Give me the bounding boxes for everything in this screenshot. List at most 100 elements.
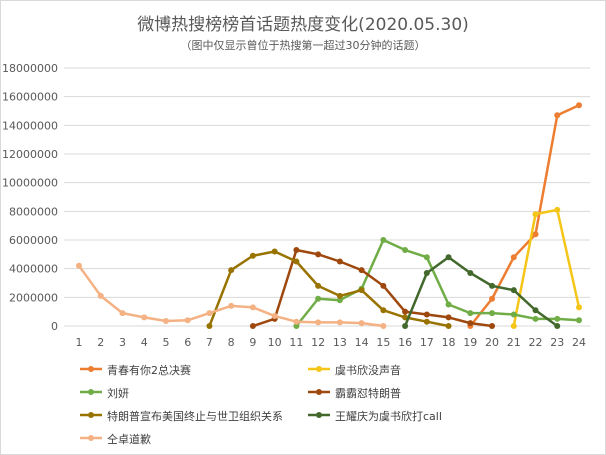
data-point bbox=[489, 310, 496, 317]
data-point bbox=[336, 297, 343, 304]
legend-label: 青春有你2总决赛 bbox=[107, 364, 191, 377]
data-point bbox=[532, 315, 539, 322]
x-tick-label: 6 bbox=[184, 336, 191, 349]
data-point bbox=[315, 251, 322, 258]
data-point bbox=[445, 254, 452, 261]
data-point bbox=[336, 319, 343, 326]
data-point bbox=[467, 269, 474, 276]
data-point bbox=[402, 323, 409, 329]
data-point bbox=[423, 269, 430, 276]
legend-swatch bbox=[80, 366, 102, 372]
x-tick-label: 2 bbox=[97, 336, 104, 349]
chart-subtitle: （图中仅显示曾位于热搜第一超过30分钟的话题） bbox=[180, 39, 426, 52]
data-point bbox=[293, 318, 300, 325]
data-point bbox=[380, 237, 387, 243]
data-point bbox=[141, 314, 148, 321]
x-tick-label: 22 bbox=[529, 336, 543, 349]
data-point bbox=[510, 311, 517, 318]
x-tick-label: 24 bbox=[572, 336, 586, 349]
data-point bbox=[249, 323, 256, 329]
data-point bbox=[162, 317, 169, 324]
data-point bbox=[576, 304, 582, 311]
data-point bbox=[249, 252, 256, 259]
data-point bbox=[293, 258, 300, 265]
data-point bbox=[423, 311, 430, 318]
data-point bbox=[315, 295, 322, 302]
x-tick-label: 4 bbox=[141, 336, 148, 349]
series-line-2 bbox=[295, 238, 580, 327]
data-point bbox=[576, 102, 582, 109]
y-tick-label: 0 bbox=[51, 320, 58, 333]
data-point bbox=[206, 310, 213, 317]
legend-swatch bbox=[308, 389, 330, 395]
x-tick-label: 14 bbox=[355, 336, 369, 349]
y-tick-label: 4000000 bbox=[9, 263, 58, 276]
data-point bbox=[271, 312, 278, 319]
series-line-4 bbox=[208, 250, 449, 328]
y-tick-label: 6000000 bbox=[9, 234, 58, 247]
y-tick-label: 2000000 bbox=[9, 291, 58, 304]
data-point bbox=[532, 211, 539, 218]
x-tick-label: 15 bbox=[376, 336, 390, 349]
x-tick-label: 12 bbox=[311, 336, 325, 349]
x-tick-label: 16 bbox=[398, 336, 412, 349]
legend-swatch bbox=[308, 412, 330, 418]
series-line-3 bbox=[252, 248, 493, 328]
data-point bbox=[380, 307, 387, 314]
data-point bbox=[228, 302, 235, 309]
y-tick-label: 10000000 bbox=[2, 177, 58, 190]
legend-label: 霸霸怼特朗普 bbox=[335, 387, 401, 400]
y-tick-label: 16000000 bbox=[2, 91, 58, 104]
y-tick-label: 14000000 bbox=[2, 119, 58, 132]
data-point bbox=[467, 320, 474, 327]
legend-swatch bbox=[308, 366, 330, 372]
data-point bbox=[271, 248, 278, 255]
data-point bbox=[445, 301, 452, 308]
data-point bbox=[97, 292, 104, 299]
data-point bbox=[315, 282, 322, 289]
x-tick-label: 9 bbox=[249, 336, 256, 349]
data-point bbox=[228, 267, 235, 274]
data-point bbox=[554, 206, 561, 213]
data-point bbox=[76, 262, 82, 269]
data-point bbox=[576, 317, 582, 324]
data-point bbox=[119, 310, 126, 317]
data-point bbox=[206, 323, 213, 329]
legend-label: 虞书欣没声音 bbox=[335, 364, 401, 377]
data-point bbox=[423, 318, 430, 325]
y-tick-label: 18000000 bbox=[2, 62, 58, 75]
data-point bbox=[467, 310, 474, 317]
data-point bbox=[554, 315, 561, 322]
data-point bbox=[510, 287, 517, 294]
data-point bbox=[358, 320, 365, 327]
x-tick-label: 1 bbox=[76, 336, 83, 349]
x-tick-label: 8 bbox=[228, 336, 235, 349]
x-tick-label: 10 bbox=[268, 336, 282, 349]
legend-label: 王耀庆为虞书欣打call bbox=[335, 410, 442, 423]
x-tick-label: 17 bbox=[420, 336, 434, 349]
data-point bbox=[554, 112, 561, 119]
data-point bbox=[293, 247, 300, 254]
data-point bbox=[489, 282, 496, 289]
data-point bbox=[532, 231, 539, 238]
y-tick-label: 12000000 bbox=[2, 148, 58, 161]
data-point bbox=[532, 307, 539, 314]
data-point bbox=[423, 254, 430, 261]
legend-swatch bbox=[80, 435, 102, 441]
x-tick-label: 23 bbox=[550, 336, 564, 349]
data-point bbox=[184, 317, 191, 324]
data-point bbox=[380, 323, 387, 329]
data-point bbox=[358, 287, 365, 294]
y-tick-label: 8000000 bbox=[9, 205, 58, 218]
data-point bbox=[489, 295, 496, 302]
data-point bbox=[510, 323, 517, 329]
x-tick-label: 5 bbox=[162, 336, 169, 349]
legend-swatch bbox=[80, 412, 102, 418]
legend-swatch bbox=[80, 389, 102, 395]
data-point bbox=[402, 314, 409, 321]
data-point bbox=[402, 308, 409, 315]
legend-label: 特朗普宣布美国终止与世卫组织关系 bbox=[107, 410, 283, 423]
data-point bbox=[336, 292, 343, 299]
